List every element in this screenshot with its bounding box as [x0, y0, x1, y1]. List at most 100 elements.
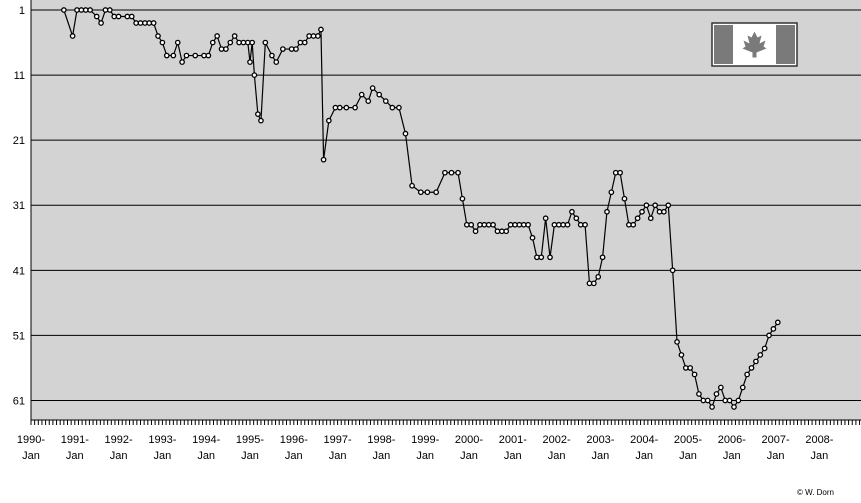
x-axis: 1990- Jan 1991- Jan 1992- Jan 1993- Jan 1994- Jan… — [17, 419, 861, 462]
data-point — [409, 182, 415, 189]
data-point — [433, 189, 439, 196]
data-point — [247, 59, 253, 65]
x-tick-label-month: Jan — [285, 450, 303, 462]
data-point — [98, 20, 104, 26]
data-point — [293, 46, 299, 52]
x-tick-label-year: 2003- — [586, 434, 614, 446]
data-point — [617, 169, 623, 176]
data-point — [525, 221, 531, 228]
data-point — [761, 345, 768, 352]
data-point — [69, 33, 76, 39]
data-point — [376, 91, 383, 98]
x-tick-label-year: 2006- — [718, 434, 746, 446]
data-point — [170, 52, 177, 59]
data-point — [748, 365, 755, 371]
data-point — [369, 85, 376, 91]
x-tick-label-month: Jan — [679, 450, 697, 462]
data-point — [661, 208, 667, 215]
x-tick-label-year: 1998- — [367, 434, 395, 446]
data-point — [753, 358, 759, 365]
data-point — [604, 208, 610, 215]
data-point — [227, 39, 234, 46]
x-tick-label-month: Jan — [154, 450, 172, 462]
data-point — [320, 156, 327, 163]
data-point — [529, 234, 536, 241]
data-point — [538, 254, 545, 261]
x-tick-label-year: 1995- — [236, 434, 264, 446]
data-point — [687, 365, 694, 371]
x-tick-label-month: Jan — [504, 450, 522, 462]
data-point — [183, 52, 190, 59]
x-tick-label-year: 1999- — [411, 434, 439, 446]
data-point — [595, 273, 602, 280]
data-point — [262, 39, 269, 46]
y-tick-label: 61 — [13, 395, 25, 407]
data-point — [396, 104, 402, 111]
data-point — [389, 104, 396, 111]
data-point — [365, 98, 372, 104]
y-tick-label: 21 — [13, 135, 25, 147]
x-tick-label-year: 1993- — [148, 434, 176, 446]
data-point — [106, 7, 113, 13]
data-point — [696, 391, 702, 397]
data-point — [179, 59, 185, 65]
data-point — [318, 26, 324, 33]
data-point — [301, 39, 308, 46]
x-tick-label-month: Jan — [811, 450, 829, 462]
x-tick-label-month: Jan — [460, 450, 478, 462]
data-point — [273, 59, 280, 65]
data-point — [279, 46, 286, 52]
data-point — [128, 13, 135, 20]
x-tick-label-year: 1992- — [105, 434, 133, 446]
data-point — [448, 169, 455, 176]
data-point — [757, 352, 764, 358]
data-point — [150, 20, 157, 26]
y-tick-label: 41 — [13, 265, 25, 277]
data-point — [717, 384, 724, 391]
data-point — [691, 371, 698, 378]
plot-area — [31, 0, 861, 420]
data-point — [744, 371, 750, 378]
x-tick-label-month: Jan — [548, 450, 566, 462]
data-point — [192, 52, 199, 59]
data-point — [564, 221, 571, 228]
data-point — [424, 189, 431, 196]
y-tick-label: 31 — [13, 200, 25, 212]
canada-flag-icon — [711, 22, 798, 67]
x-tick-label-month: Jan — [767, 450, 785, 462]
data-point — [766, 332, 772, 339]
data-point — [669, 267, 676, 274]
data-point — [634, 215, 641, 222]
data-point — [205, 52, 212, 59]
maple-leaf-icon — [742, 31, 767, 58]
data-point — [336, 104, 343, 111]
data-point — [159, 39, 166, 46]
y-tick-label: 11 — [14, 70, 25, 82]
data-point — [174, 39, 181, 46]
x-tick-label-month: Jan — [329, 450, 347, 462]
data-point — [402, 130, 409, 137]
y-tick-label: 51 — [13, 330, 25, 342]
data-point — [269, 52, 275, 59]
data-point — [643, 202, 650, 209]
data-point — [93, 13, 100, 20]
data-point — [630, 221, 637, 228]
data-point — [713, 391, 720, 397]
series-line — [60, 7, 781, 410]
data-point — [490, 221, 496, 228]
data-point — [468, 221, 475, 228]
x-tick-label-year: 1994- — [192, 434, 220, 446]
data-point — [573, 215, 580, 222]
flag-left-band — [714, 25, 733, 64]
x-tick-label-month: Jan — [592, 450, 610, 462]
data-point — [739, 384, 746, 391]
x-tick-label-month: Jan — [373, 450, 391, 462]
data-point — [209, 39, 216, 46]
data-point — [735, 397, 742, 404]
data-point — [599, 254, 606, 261]
x-tick-label-month: Jan — [197, 450, 215, 462]
x-tick-label-year: 2000- — [455, 434, 483, 446]
data-point — [472, 228, 479, 235]
